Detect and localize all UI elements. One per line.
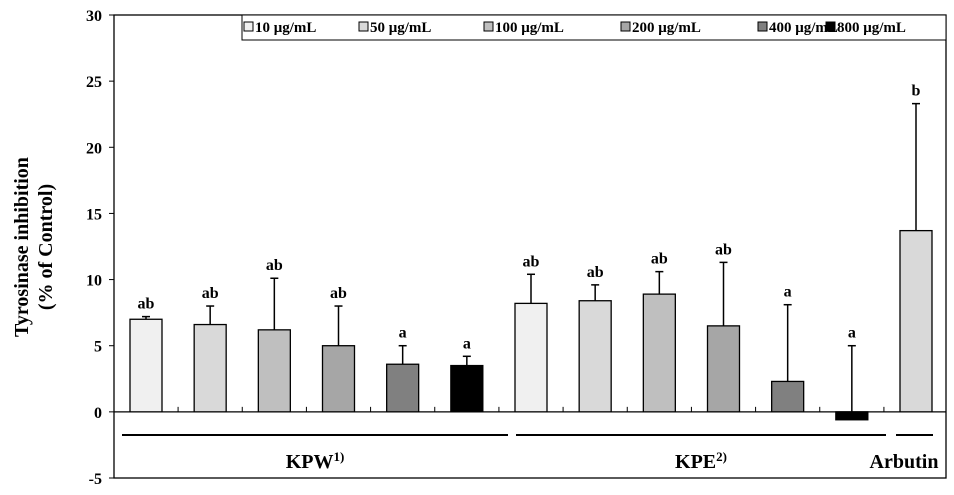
significance-letter: ab (202, 285, 219, 302)
bar (321, 345, 356, 413)
y-tick-label: 25 (86, 74, 102, 91)
legend-swatch (243, 21, 254, 32)
bar (193, 323, 227, 413)
group-label: KPW1) (286, 449, 345, 473)
significance-letter: a (784, 284, 792, 301)
bar (642, 293, 676, 413)
legend-swatch (825, 21, 836, 32)
significance-letter: ab (651, 251, 668, 268)
significance-letter: a (848, 325, 856, 342)
significance-letter: b (912, 83, 921, 100)
group-label-superscript: 1) (333, 449, 344, 464)
bar (771, 380, 805, 413)
y-axis-label-line: (% of Control) (35, 184, 57, 310)
y-tick-label: -5 (89, 471, 102, 488)
bar (257, 329, 291, 413)
legend-swatch (620, 21, 631, 32)
legend-label: 50 μg/mL (370, 20, 431, 36)
group-label-text: Arbutin (870, 451, 939, 473)
legend-label: 800 μg/mL (837, 20, 906, 36)
legend-swatch (757, 21, 768, 32)
significance-letter: ab (266, 257, 283, 274)
significance-letter: a (399, 325, 407, 342)
group-label: KPE2) (675, 449, 727, 473)
bar (514, 302, 548, 413)
legend-label: 10 μg/mL (255, 20, 316, 36)
bar (835, 411, 869, 421)
y-tick-label: 10 (86, 273, 102, 290)
significance-letter: ab (138, 296, 155, 313)
group-label-text: KPE (675, 451, 716, 473)
significance-letter: ab (523, 253, 540, 270)
group-label-superscript: 2) (716, 449, 727, 464)
bar (386, 363, 420, 413)
legend-swatch (358, 21, 369, 32)
significance-letter: ab (330, 285, 347, 302)
significance-letter: ab (715, 241, 732, 258)
y-tick-label: 20 (86, 140, 102, 157)
legend-swatch (483, 21, 494, 32)
y-tick-label: 15 (86, 206, 102, 223)
significance-letter: ab (587, 264, 604, 281)
bar (129, 318, 163, 413)
bar (706, 325, 741, 413)
legend-label: 200 μg/mL (632, 20, 701, 36)
bar (450, 364, 484, 413)
y-tick-label: 30 (86, 8, 102, 25)
group-label: Arbutin (870, 451, 939, 473)
y-tick-label: 0 (94, 405, 102, 422)
significance-letter: a (463, 335, 471, 352)
y-axis-label-line: Tyrosinase inhibition (11, 157, 33, 337)
y-tick-label: 5 (94, 339, 102, 356)
legend-label: 400 μg/mL (769, 20, 838, 36)
bar (899, 229, 933, 413)
legend-label: 100 μg/mL (495, 20, 564, 36)
bar (578, 300, 612, 413)
y-axis-label: Tyrosinase inhibition (% of Control) (11, 157, 57, 337)
group-label-text: KPW (286, 451, 334, 473)
